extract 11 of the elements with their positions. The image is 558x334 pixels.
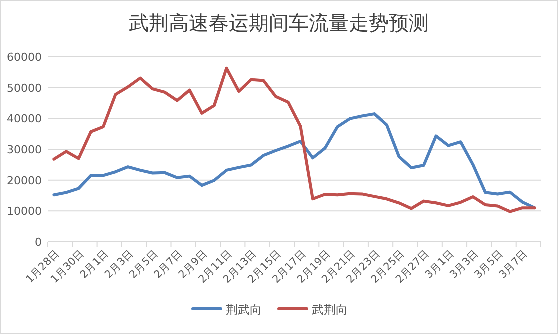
y-tick-label: 40000 — [7, 112, 42, 126]
line-series — [52, 66, 536, 214]
y-tick-label: 60000 — [7, 51, 42, 64]
y-tick-label: 30000 — [7, 144, 42, 156]
legend-label: 武荆向 — [312, 303, 348, 317]
y-tick-label: 0 — [35, 236, 42, 249]
chart-title: 武荆高速春运期间车流量走势预测 — [129, 11, 429, 35]
y-tick-label: 50000 — [7, 82, 42, 95]
y-tick-label: 20000 — [7, 174, 42, 188]
y-tick-label: 10000 — [7, 205, 42, 218]
legend-label: 荆武向 — [226, 303, 262, 317]
